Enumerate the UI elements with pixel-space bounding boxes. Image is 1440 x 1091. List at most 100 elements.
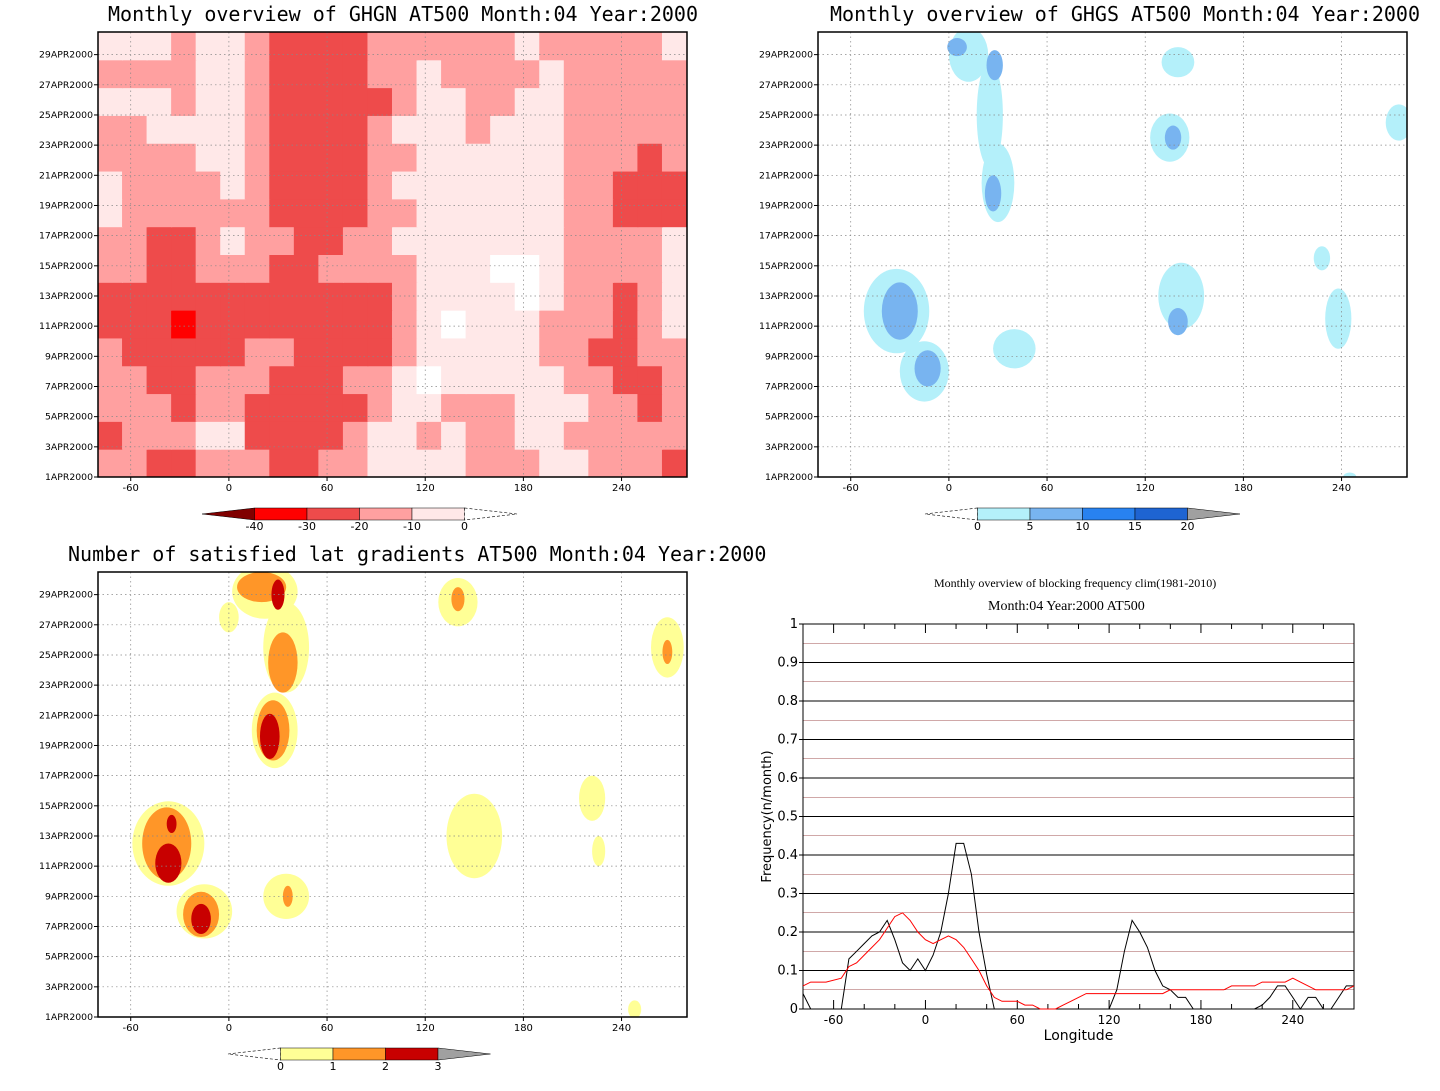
field-cell <box>244 170 271 200</box>
blocking-frequency-chart: 0 0.1 0.2 0.3 0.4 0.5 0.6 0.7 0.8 0.9 1 -60 0 60 120 18… <box>760 617 1355 1044</box>
y-tick-label: 21APR2000 <box>39 171 93 181</box>
field-cell <box>171 254 197 283</box>
field-cell <box>514 32 541 61</box>
contour-region <box>1414 94 1434 112</box>
field-cell <box>195 198 222 228</box>
field-cell <box>465 32 492 61</box>
contour-region <box>259 713 280 760</box>
colorbar-extend-high <box>464 507 518 521</box>
field-cell <box>416 59 443 89</box>
contour-region <box>662 639 673 665</box>
field-cell <box>588 420 614 450</box>
field-cell <box>195 393 222 422</box>
field-cell <box>441 32 467 61</box>
field-cell <box>293 281 320 311</box>
y-tick-label: 11APR2000 <box>759 322 813 332</box>
field-cell <box>416 226 443 255</box>
field-cell <box>98 337 124 367</box>
field-cell <box>195 114 222 144</box>
field-cell <box>269 254 295 283</box>
field-cell <box>244 448 271 477</box>
field-cell <box>146 170 173 200</box>
field-cell <box>539 393 565 422</box>
field-cell <box>171 365 197 395</box>
colorbar-extend-low <box>924 507 978 521</box>
field-cell <box>269 59 295 89</box>
y-tick-label: 9APR2000 <box>765 352 813 362</box>
field-cell <box>220 32 246 61</box>
colorbar: 0 1 2 3 <box>227 1047 491 1073</box>
field-cell <box>441 87 467 116</box>
colorbar-label: 0 <box>461 520 468 533</box>
x-tick-label: 0 <box>226 483 232 494</box>
field-cell <box>441 59 467 89</box>
x-tick-label: 240 <box>612 1023 631 1034</box>
field-cell <box>539 254 565 283</box>
field-cell <box>293 448 320 477</box>
field-cell <box>367 59 393 89</box>
field-cell <box>293 365 320 395</box>
field-cell <box>318 337 344 367</box>
field-cell <box>269 114 295 144</box>
contour-region <box>268 632 298 693</box>
field-cell <box>416 114 443 144</box>
y-tick-label: 19APR2000 <box>39 201 93 211</box>
y-tick-label: 3APR2000 <box>765 443 813 453</box>
field-cell <box>588 226 614 255</box>
field-cell <box>220 59 246 89</box>
field-cell <box>441 254 467 283</box>
colorbar-extend-high <box>1187 507 1241 521</box>
contour-region <box>1164 125 1182 150</box>
y-tick-label: 0.4 <box>777 848 798 863</box>
field-cell <box>539 365 565 395</box>
y-tick-label: 1 <box>790 617 798 632</box>
field-cell <box>465 170 492 200</box>
y-tick-label: 0.8 <box>777 694 798 709</box>
y-axis-label: Frequency(n/month) <box>760 750 775 882</box>
field-cell <box>318 309 344 339</box>
field-cell <box>318 142 344 172</box>
field-cell <box>563 337 590 367</box>
field-cell <box>195 420 222 450</box>
field-cell <box>220 420 246 450</box>
y-tick-label: 29APR2000 <box>39 51 93 61</box>
field-cell <box>490 198 516 228</box>
field-cell <box>612 337 639 367</box>
field-cell <box>465 281 492 311</box>
field-cell <box>244 309 271 339</box>
field-cell <box>269 87 295 116</box>
field-cell <box>637 198 663 228</box>
field-cell <box>392 87 418 116</box>
field-cell <box>416 254 443 283</box>
field-cell <box>342 309 369 339</box>
field-cell <box>146 59 173 89</box>
field-cell <box>490 309 516 339</box>
field-cell <box>563 198 590 228</box>
field-cell <box>220 170 246 200</box>
field-background <box>818 32 1407 477</box>
field-cell <box>465 198 492 228</box>
field-cell <box>195 448 222 477</box>
field-cell <box>293 59 320 89</box>
y-tick-label: 17APR2000 <box>39 772 93 782</box>
field-cell <box>318 170 344 200</box>
x-tick-label: 120 <box>1136 483 1155 494</box>
field-cell <box>318 198 344 228</box>
x-tick-label: -60 <box>123 483 139 494</box>
field-cell <box>293 226 320 255</box>
field-cell <box>269 420 295 450</box>
field-cell <box>367 337 393 367</box>
field-cell <box>563 59 590 89</box>
field-cell <box>122 309 148 339</box>
field-cell <box>661 32 687 61</box>
field-cell <box>171 59 197 89</box>
ghgn-heatmap: -60 0 60 120 180 240 1APR2000 3APR2000 5APR2000 7… <box>39 31 688 533</box>
field-cell <box>367 114 393 144</box>
colorbar-label: -40 <box>246 520 264 533</box>
field-cell <box>441 337 467 367</box>
field-cell <box>146 281 173 311</box>
contour-region <box>592 835 606 867</box>
field-cell <box>342 59 369 89</box>
field-cell <box>612 309 639 339</box>
field-cell <box>563 281 590 311</box>
